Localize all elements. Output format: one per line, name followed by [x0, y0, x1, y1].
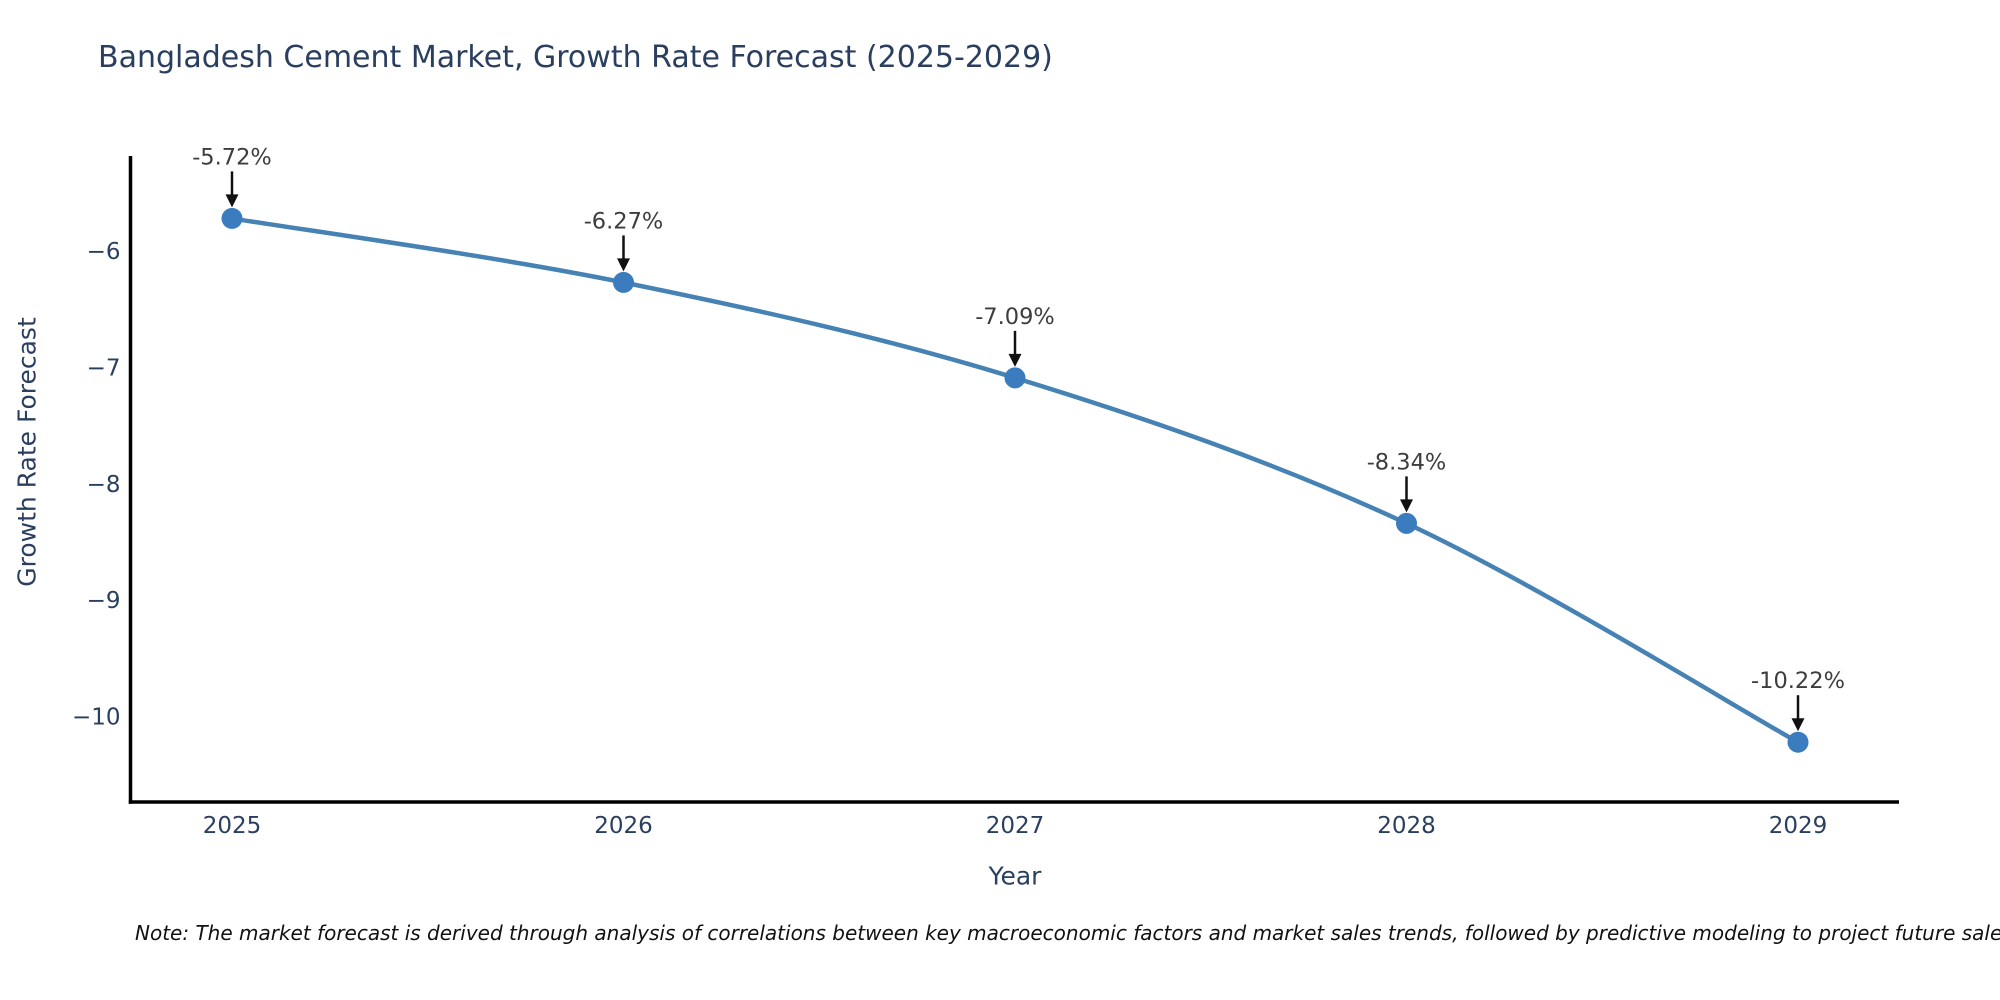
x-tick-label: 2029 — [1769, 813, 1828, 839]
annotation-arrowhead — [225, 194, 239, 208]
footnote: Note: The market forecast is derived thr… — [135, 921, 2000, 945]
y-tick-label: −10 — [72, 705, 121, 731]
point-value-label: -5.72% — [192, 144, 272, 170]
data-point-marker[interactable] — [221, 207, 243, 229]
data-point-marker[interactable] — [1787, 731, 1809, 753]
y-tick-label: −7 — [87, 355, 121, 381]
forecast-line — [229, 216, 1801, 745]
data-point-marker[interactable] — [613, 271, 634, 293]
x-axis-title: Year — [988, 861, 1042, 891]
point-value-label: -8.34% — [1367, 449, 1447, 475]
annotation-arrowhead — [1791, 718, 1805, 732]
data-point-marker[interactable] — [1004, 367, 1026, 389]
y-tick-label: −6 — [87, 239, 121, 265]
x-tick-label: 2028 — [1377, 813, 1436, 839]
point-value-label: -7.09% — [975, 304, 1055, 330]
x-tick-label: 2025 — [203, 813, 262, 839]
y-tick-label: −8 — [87, 472, 121, 498]
point-value-label: -6.27% — [584, 208, 664, 234]
y-tick-label: −9 — [87, 588, 121, 614]
x-tick-label: 2027 — [986, 813, 1045, 839]
annotation-arrowhead — [617, 258, 630, 272]
x-tick-label: 2026 — [594, 813, 653, 839]
annotation-arrowhead — [1400, 499, 1413, 513]
chart-title: Bangladesh Cement Market, Growth Rate Fo… — [98, 40, 1053, 75]
point-value-label: -10.22% — [1751, 668, 1845, 694]
annotation-arrowhead — [1008, 353, 1022, 367]
data-point-marker[interactable] — [1396, 512, 1417, 534]
